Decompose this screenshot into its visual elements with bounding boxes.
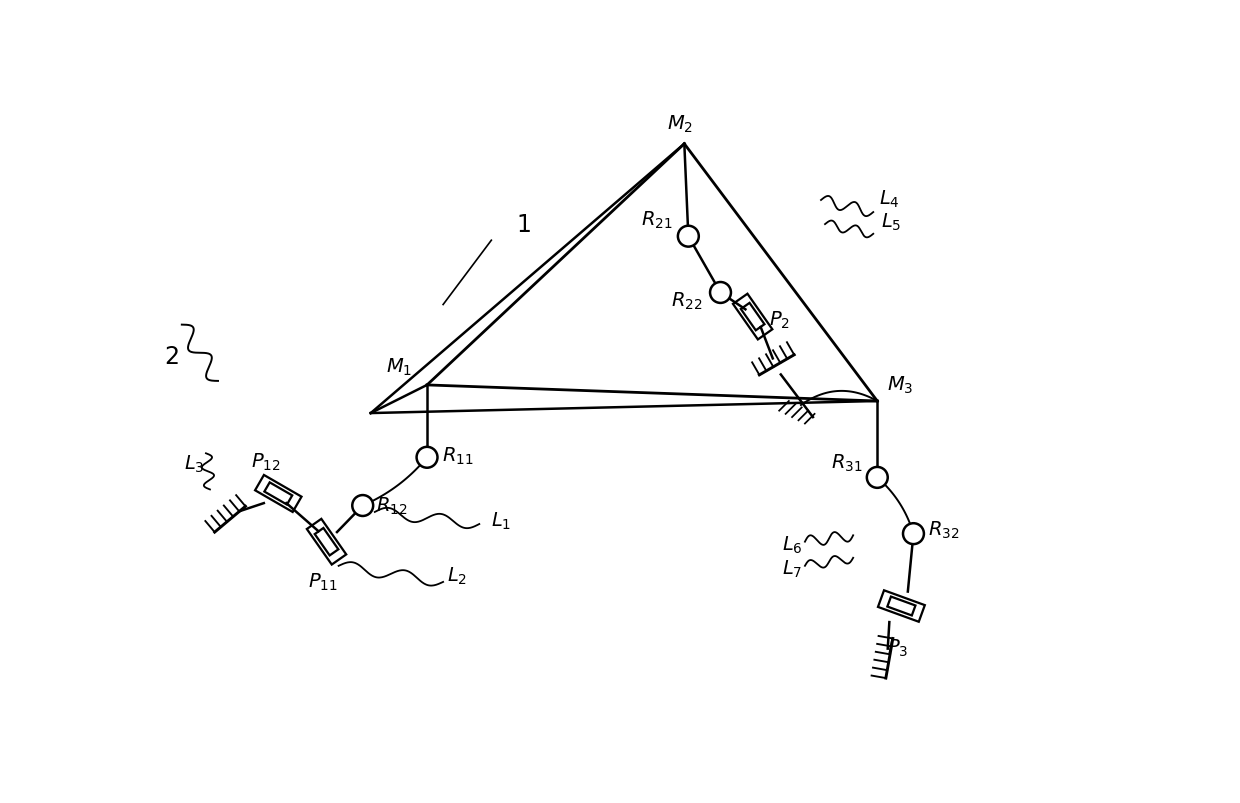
Circle shape	[678, 226, 699, 247]
Text: $1$: $1$	[516, 214, 531, 236]
Circle shape	[867, 467, 888, 488]
Text: $L_6$: $L_6$	[782, 534, 802, 555]
Circle shape	[417, 447, 438, 468]
Text: $R_{12}$: $R_{12}$	[376, 495, 407, 516]
Text: $P_{11}$: $P_{11}$	[308, 571, 337, 592]
Text: $P_3$: $P_3$	[887, 637, 908, 658]
Text: $M_1$: $M_1$	[387, 357, 413, 377]
Text: $2$: $2$	[164, 346, 179, 369]
Text: $L_4$: $L_4$	[879, 189, 899, 210]
Text: $R_{11}$: $R_{11}$	[441, 445, 474, 466]
Text: $M_2$: $M_2$	[667, 114, 693, 135]
Text: $R_{32}$: $R_{32}$	[928, 520, 960, 540]
Text: $L_3$: $L_3$	[184, 453, 205, 474]
Text: $L_7$: $L_7$	[782, 558, 802, 579]
Circle shape	[711, 283, 730, 304]
Circle shape	[352, 495, 373, 516]
Text: $L_1$: $L_1$	[491, 510, 512, 531]
Text: $L_5$: $L_5$	[882, 212, 901, 233]
Text: $L_2$: $L_2$	[448, 565, 467, 586]
Text: $R_{31}$: $R_{31}$	[831, 452, 863, 473]
Text: $R_{22}$: $R_{22}$	[671, 291, 703, 312]
Text: $R_{21}$: $R_{21}$	[641, 210, 672, 230]
Text: $P_2$: $P_2$	[769, 310, 790, 331]
Circle shape	[903, 524, 924, 544]
Text: $M_3$: $M_3$	[887, 374, 914, 395]
Text: $P_{12}$: $P_{12}$	[252, 451, 281, 472]
